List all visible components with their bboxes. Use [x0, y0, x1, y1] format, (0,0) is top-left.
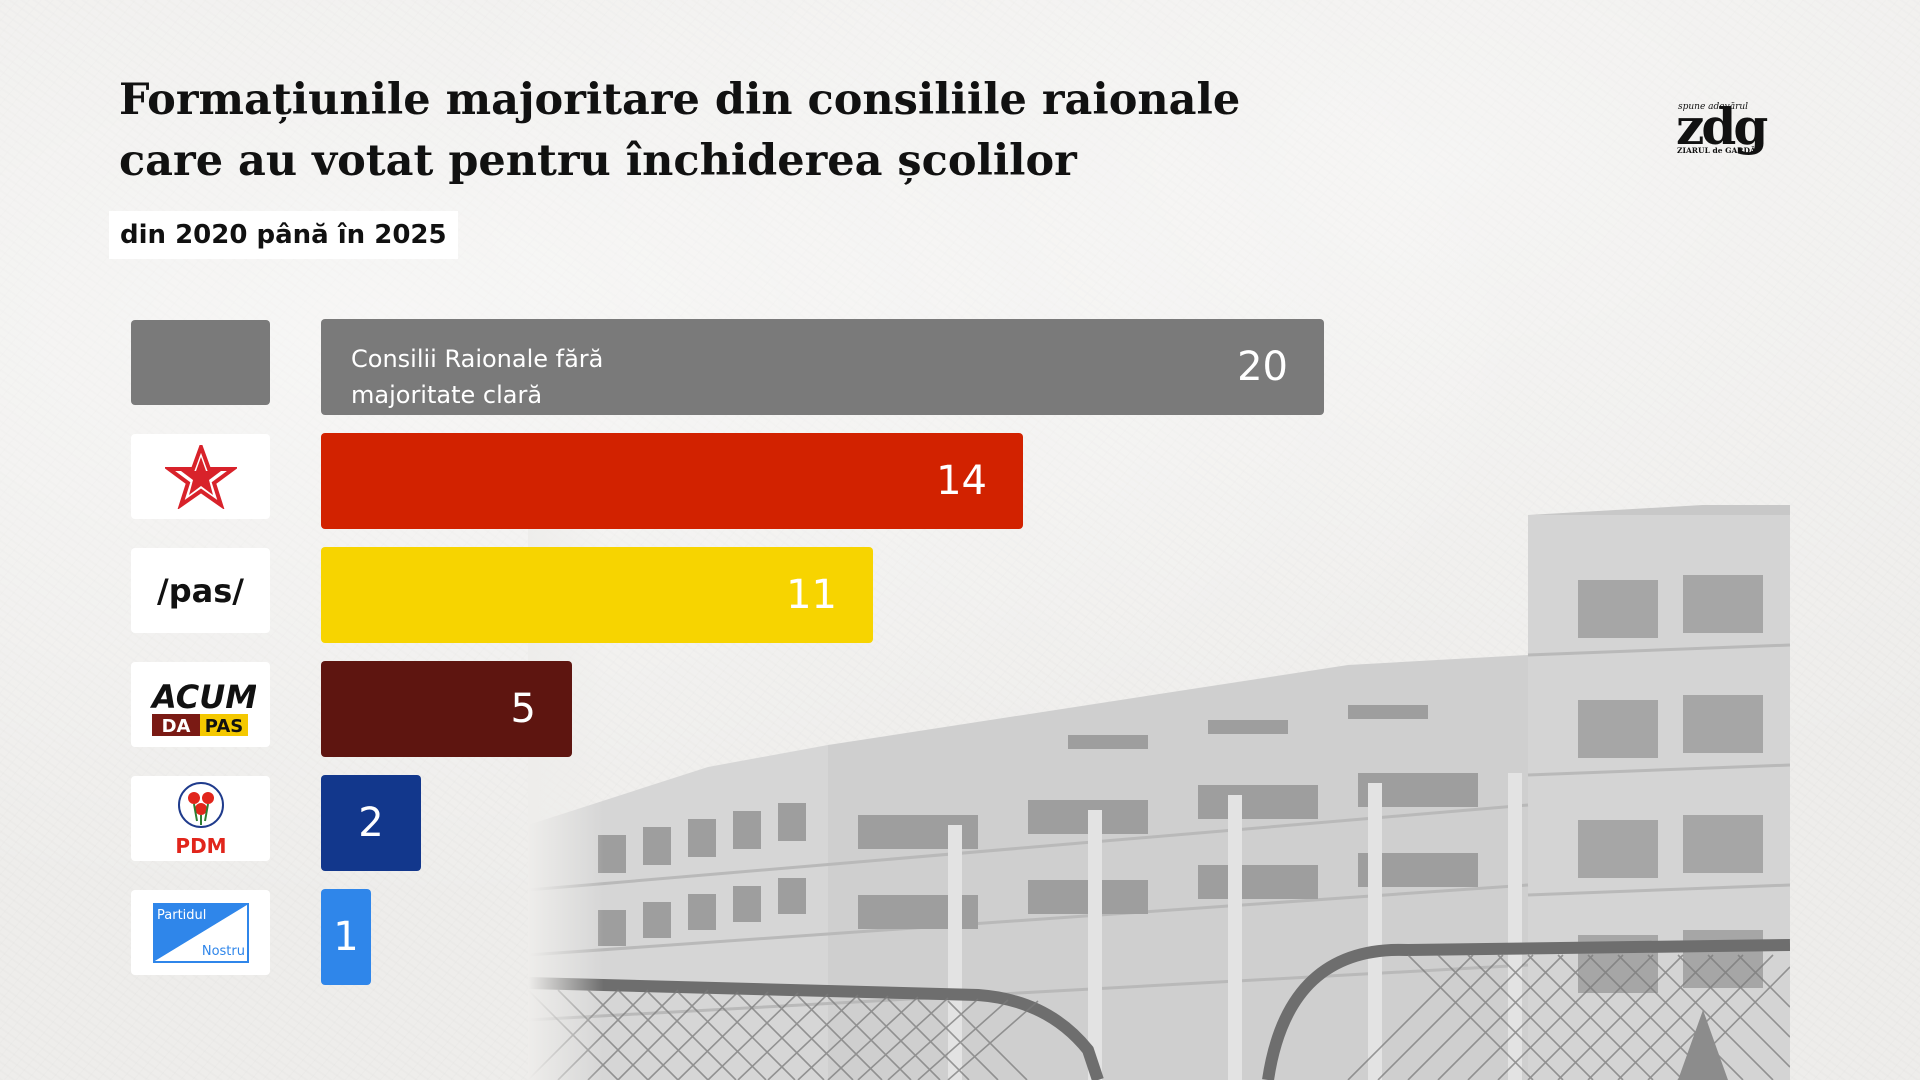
acum-logo: ACUM DA PAS: [131, 662, 270, 747]
red-star-icon: [164, 444, 237, 509]
pas-logo-text: /pas/: [157, 571, 244, 610]
bar-5-value-label: 2: [358, 800, 384, 846]
chart-title: Formațiunile majoritare din consiliile r…: [119, 75, 1241, 186]
bar-3: 11: [321, 547, 873, 643]
bar-1-value-label: 20: [1237, 344, 1288, 390]
zdg-logo: spune adevărul zdg ZIARUL de GARDĂ: [1676, 98, 1770, 156]
brand-name: ZIARUL de GARDĂ: [1677, 146, 1756, 155]
pdm-logo-text: PDM: [175, 834, 226, 857]
pn-logo-line2: Nostru: [201, 944, 244, 959]
chart-subtitle: din 2020 până în 2025: [109, 211, 458, 259]
partidul-nostru-logo: Partidul Nostru: [131, 890, 270, 975]
brand-tagline: spune adevărul: [1678, 101, 1748, 112]
acum-logo-line1: ACUM: [149, 678, 256, 716]
bar-4-value-label: 5: [510, 686, 536, 732]
acum-logo-da: DA: [161, 716, 190, 737]
psrm-logo: [131, 434, 270, 519]
pas-logo: /pas/: [131, 548, 270, 633]
bar-1-category-label: Consilii Raionale fără majoritate clară: [351, 345, 604, 409]
acum-logo-pas: PAS: [204, 716, 242, 737]
bar-2-value-label: 14: [936, 458, 987, 504]
bar-1: Consilii Raionale fără majoritate clară 2…: [321, 319, 1324, 415]
pn-logo-line1: Partidul: [157, 908, 206, 923]
bar-6-value-label: 1: [333, 914, 359, 960]
brand-mark: zdg: [1676, 98, 1767, 156]
roses-icon: [177, 781, 224, 828]
bar-5: 2: [321, 775, 421, 871]
bar-2: 14: [321, 433, 1023, 529]
bar-3-value-label: 11: [786, 572, 837, 618]
bar-6: 1: [321, 889, 371, 985]
no-majority-swatch: [131, 320, 270, 405]
pdm-logo: PDM: [131, 776, 270, 861]
bar-4: 5: [321, 661, 572, 757]
